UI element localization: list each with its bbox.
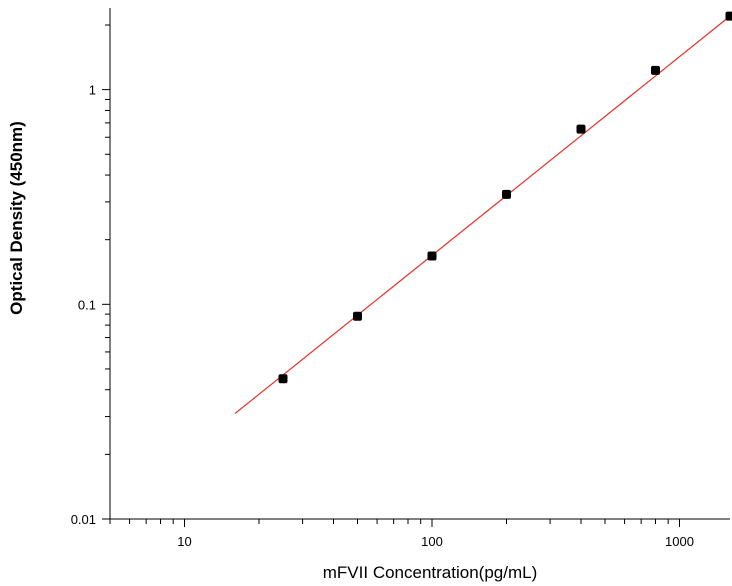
- data-point: [352, 311, 362, 321]
- data-point: [501, 189, 511, 199]
- y-tick-label: 1: [89, 83, 96, 98]
- data-point: [427, 251, 437, 261]
- data-point: [278, 374, 288, 384]
- tick-labels-group: 10 100 1000 0.01 0.1 1: [71, 83, 694, 549]
- y-tick-label: 0.01: [71, 512, 96, 527]
- x-tick-label: 10: [177, 534, 191, 549]
- fit-line: [234, 15, 731, 414]
- data-point: [725, 11, 732, 21]
- y-axis-title: Optical Density (450nm): [7, 121, 26, 315]
- data-points-group: [278, 11, 732, 384]
- x-axis-title: mFVII Concentration(pg/mL): [323, 563, 537, 582]
- data-point: [576, 124, 586, 134]
- x-tick-label: 1000: [665, 534, 694, 549]
- fit-line-group: [234, 15, 731, 414]
- axes: [102, 8, 730, 527]
- x-tick-label: 100: [421, 534, 443, 549]
- y-tick-label: 0.1: [78, 297, 96, 312]
- data-point: [650, 65, 660, 75]
